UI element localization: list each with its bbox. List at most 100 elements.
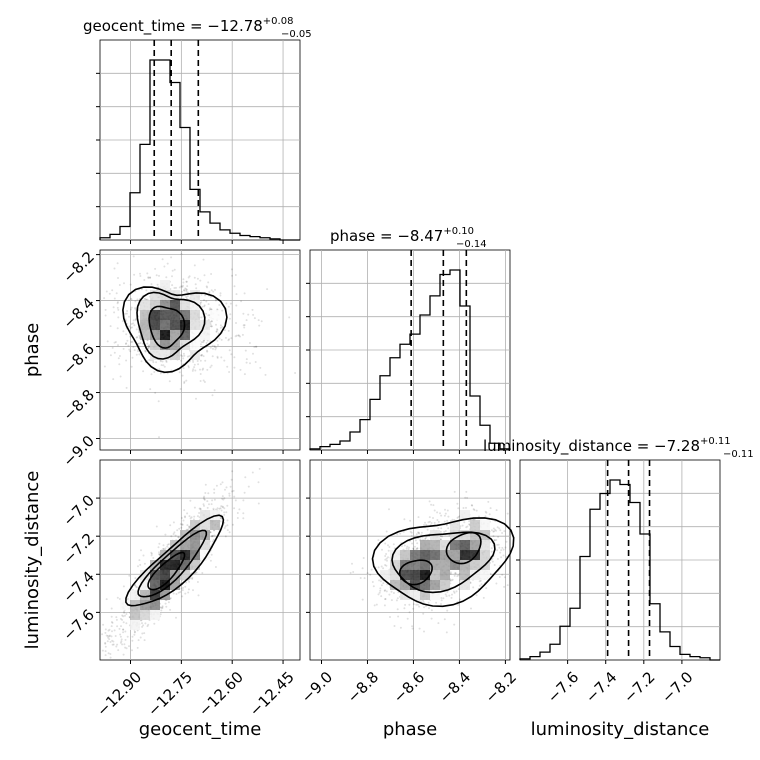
scatter-point bbox=[446, 519, 449, 522]
scatter-point bbox=[446, 609, 449, 612]
scatter-point bbox=[384, 558, 387, 561]
scatter-point bbox=[181, 523, 184, 526]
scatter-point bbox=[141, 625, 144, 628]
scatter-point bbox=[238, 508, 241, 511]
scatter-point bbox=[206, 500, 209, 503]
scatter-point bbox=[139, 272, 141, 275]
scatter-point bbox=[230, 353, 233, 356]
scatter-point bbox=[201, 353, 204, 356]
scatter-point bbox=[456, 516, 459, 519]
scatter-point bbox=[139, 275, 142, 277]
scatter-point bbox=[399, 532, 402, 535]
scatter-point bbox=[212, 538, 215, 541]
density-cell bbox=[120, 600, 130, 610]
scatter-point bbox=[101, 633, 104, 636]
xtick-label-luminosity-distance: −7.6 bbox=[544, 668, 582, 706]
contour-inner-right bbox=[445, 531, 482, 565]
scatter-point bbox=[428, 516, 431, 519]
scatter-point bbox=[253, 317, 256, 320]
scatter-point bbox=[182, 357, 185, 360]
scatter-point bbox=[137, 565, 139, 568]
scatter-point bbox=[134, 318, 137, 321]
scatter-point bbox=[192, 518, 195, 521]
scatter-point bbox=[183, 289, 186, 292]
scatter-point bbox=[223, 527, 226, 529]
scatter-point bbox=[207, 281, 210, 284]
scatter-point bbox=[122, 631, 125, 634]
scatter-point bbox=[439, 538, 442, 541]
density-cell bbox=[480, 540, 490, 550]
scatter-point bbox=[116, 327, 119, 330]
scatter-point bbox=[152, 557, 155, 559]
scatter-point bbox=[422, 601, 425, 604]
scatter-point bbox=[382, 582, 385, 585]
density-cell bbox=[130, 610, 140, 620]
scatter-point bbox=[153, 371, 156, 373]
scatter-point bbox=[173, 531, 176, 534]
scatter-point bbox=[416, 547, 419, 550]
scatter-point bbox=[227, 305, 230, 308]
scatter-point bbox=[135, 336, 138, 339]
scatter-point bbox=[203, 498, 206, 501]
scatter-point bbox=[131, 639, 134, 642]
scatter-point bbox=[503, 530, 506, 533]
scatter-point bbox=[472, 508, 475, 511]
scatter-point bbox=[126, 635, 129, 638]
scatter-point bbox=[453, 574, 456, 577]
scatter-point bbox=[130, 306, 133, 309]
scatter-point bbox=[417, 516, 420, 519]
scatter-point bbox=[457, 574, 460, 577]
scatter-point bbox=[506, 512, 509, 515]
scatter-point bbox=[196, 515, 199, 518]
scatter-point bbox=[436, 511, 439, 514]
quantile-layer bbox=[153, 40, 651, 660]
scatter-point bbox=[165, 361, 168, 363]
density-cell bbox=[140, 570, 150, 580]
scatter-point bbox=[140, 549, 142, 552]
scatter-point bbox=[143, 279, 146, 281]
scatter-point bbox=[189, 517, 192, 520]
scatter-point bbox=[204, 492, 207, 494]
scatter-point bbox=[116, 301, 119, 304]
scatter-point bbox=[406, 545, 409, 548]
scatter-point bbox=[466, 496, 469, 499]
scatter-point bbox=[146, 625, 149, 628]
scatter-point bbox=[198, 507, 201, 510]
scatter-point bbox=[160, 606, 163, 609]
scatter-point bbox=[232, 489, 235, 492]
scatter-point bbox=[410, 531, 413, 534]
scatter-point bbox=[134, 584, 137, 587]
scatter-point bbox=[147, 347, 150, 350]
scatter-point bbox=[199, 368, 201, 371]
title-geocent-time-minus: −0.05 bbox=[281, 29, 312, 40]
scatter-point bbox=[497, 543, 500, 546]
scatter-point bbox=[500, 556, 503, 559]
scatter-point bbox=[180, 526, 183, 529]
scatter-point bbox=[219, 326, 222, 329]
scatter-point bbox=[180, 517, 183, 519]
scatter-point bbox=[409, 519, 412, 522]
scatter-point bbox=[162, 364, 165, 367]
scatter-point bbox=[384, 555, 387, 557]
scatter-point bbox=[200, 341, 203, 344]
scatter-point bbox=[111, 346, 114, 349]
scatter-point bbox=[231, 470, 234, 473]
density-cell bbox=[410, 570, 420, 580]
scatter-point bbox=[182, 586, 184, 589]
scatter-point bbox=[158, 368, 161, 371]
scatter-point bbox=[117, 277, 119, 279]
scatter-point bbox=[412, 603, 415, 606]
scatter-point bbox=[185, 297, 188, 300]
contour-outer bbox=[122, 286, 228, 374]
scatter-point bbox=[254, 345, 257, 348]
scatter-point bbox=[199, 373, 202, 375]
ylabel-phase: phase bbox=[22, 323, 43, 377]
scatter-point bbox=[185, 288, 188, 291]
scatter-point bbox=[195, 287, 198, 290]
scatter-point bbox=[124, 614, 126, 617]
scatter-point bbox=[396, 608, 399, 611]
scatter-point bbox=[181, 285, 184, 288]
scatter-point bbox=[216, 355, 219, 358]
scatter-point bbox=[202, 367, 205, 370]
